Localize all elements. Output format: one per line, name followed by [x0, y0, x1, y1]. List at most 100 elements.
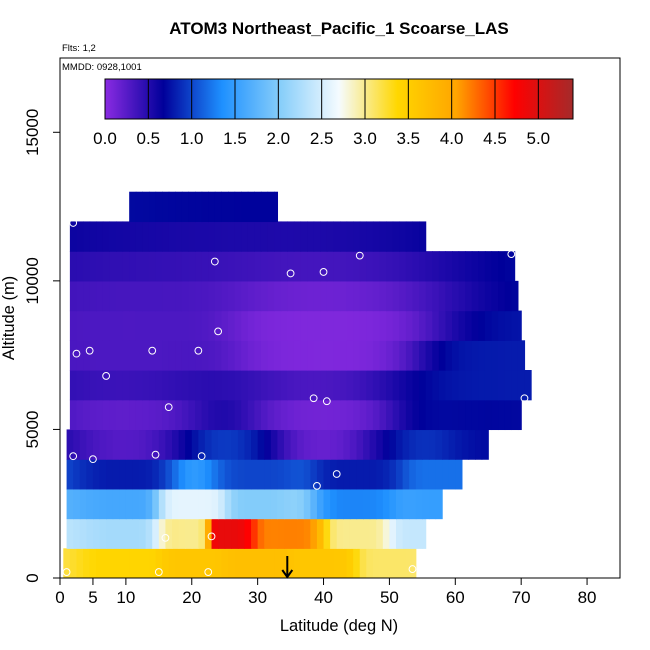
- sample-point: [102, 372, 111, 380]
- heatmap-cell: [129, 310, 137, 341]
- heatmap-cell: [287, 251, 295, 282]
- heatmap-cell: [349, 488, 358, 520]
- heatmap-cell: [201, 370, 209, 401]
- heatmap-cell: [438, 280, 447, 312]
- heatmap-cell: [148, 310, 157, 341]
- heatmap-cell: [445, 310, 453, 341]
- heatmap-cell: [300, 221, 308, 252]
- heatmap-cell: [399, 399, 407, 431]
- heatmap-cell: [228, 191, 236, 223]
- heatmap-cell: [517, 399, 522, 431]
- heatmap-cell: [228, 548, 236, 578]
- heatmap-cell: [195, 340, 203, 371]
- heatmap-cell: [89, 221, 97, 252]
- heatmap-cell: [356, 459, 364, 490]
- sample-point: [319, 268, 328, 276]
- heatmap-cell: [139, 459, 147, 490]
- heatmap-cell: [125, 429, 134, 460]
- heatmap-cell: [175, 191, 183, 223]
- heatmap-cell: [135, 280, 143, 312]
- heatmap-cell: [122, 548, 130, 578]
- heatmap-cell: [208, 251, 216, 282]
- heatmap-cell: [435, 429, 443, 460]
- heatmap-cell: [106, 459, 114, 490]
- heatmap-cell: [234, 370, 242, 401]
- heatmap-cell: [109, 548, 117, 578]
- heatmap-cell: [478, 340, 486, 371]
- heatmap-cell: [372, 251, 381, 282]
- heatmap-cell: [448, 429, 456, 460]
- heatmap-cell: [359, 280, 367, 312]
- heatmap-cell: [280, 340, 288, 371]
- heatmap-cell: [353, 251, 361, 282]
- heatmap-cell: [122, 251, 130, 282]
- heatmap-cell: [270, 429, 279, 460]
- heatmap-cell: [379, 251, 387, 282]
- heatmap-cell: [511, 251, 516, 282]
- sample-point: [507, 250, 516, 259]
- heatmap-cell: [372, 370, 381, 401]
- heatmap-cell: [208, 399, 216, 431]
- heatmap-cell: [280, 399, 288, 431]
- heatmap-cell: [228, 251, 236, 282]
- heatmap-cell: [491, 280, 499, 312]
- sample-point: [204, 568, 213, 576]
- heatmap-cell: [274, 280, 282, 312]
- heatmap-cell: [191, 429, 199, 460]
- heatmap-cell: [96, 310, 104, 341]
- heatmap-cell: [112, 518, 120, 549]
- heatmap-cell: [379, 548, 387, 578]
- heatmap-cell: [369, 518, 377, 549]
- heatmap-cell: [498, 340, 506, 371]
- heatmap-cell: [465, 340, 473, 371]
- heatmap-cell: [73, 459, 81, 490]
- heatmap-cell: [201, 340, 209, 371]
- heatmap-cell: [382, 459, 391, 490]
- heatmap-cell: [405, 340, 414, 371]
- heatmap-cell: [517, 310, 522, 341]
- heatmap-cell: [69, 221, 78, 252]
- heatmap-cell: [402, 429, 410, 460]
- heatmap-cell: [386, 340, 394, 371]
- heatmap-cell: [142, 221, 150, 252]
- heatmap-cell: [432, 310, 440, 341]
- heatmap-cell: [73, 429, 81, 460]
- heatmap-cell: [102, 340, 111, 371]
- heatmap-cell: [399, 310, 407, 341]
- heatmap-cell: [524, 370, 532, 401]
- heatmap-cell: [109, 370, 117, 401]
- heatmap-cell: [438, 370, 447, 401]
- heatmap-cell: [204, 488, 213, 520]
- heatmap-cell: [412, 370, 420, 401]
- sample-point: [148, 346, 157, 355]
- heatmap-cell: [280, 310, 288, 341]
- heatmap-cell: [135, 370, 143, 401]
- heatmap-cell: [340, 221, 348, 252]
- arrow-head: [281, 569, 294, 579]
- heatmap-cell: [109, 221, 117, 252]
- heatmap-cell: [241, 280, 249, 312]
- heatmap-cell: [287, 221, 295, 252]
- heatmap-cell: [504, 310, 512, 341]
- heatmap-cell: [112, 488, 120, 520]
- heatmap-cell: [458, 280, 466, 312]
- heatmap-cell: [409, 518, 417, 549]
- heatmap-cell: [168, 310, 176, 341]
- heatmap-cell: [389, 429, 397, 460]
- heatmap-cell: [369, 459, 377, 490]
- heatmap-cell: [405, 310, 414, 341]
- heatmap-cell: [316, 488, 325, 520]
- heatmap-cell: [218, 518, 226, 549]
- heatmap-cell: [116, 280, 124, 312]
- heatmap-cell: [214, 191, 223, 223]
- heatmap-cell: [491, 399, 499, 431]
- heatmap-cell: [372, 340, 381, 371]
- x-tick-label: 5: [88, 588, 97, 607]
- heatmap-cell: [148, 548, 157, 578]
- heatmap-cell: [102, 251, 111, 282]
- heatmap-cell: [310, 459, 318, 490]
- heatmap-cell: [69, 310, 78, 341]
- heatmap-cell: [201, 548, 209, 578]
- heatmap-cell: [132, 429, 140, 460]
- heatmap-cell: [412, 548, 417, 578]
